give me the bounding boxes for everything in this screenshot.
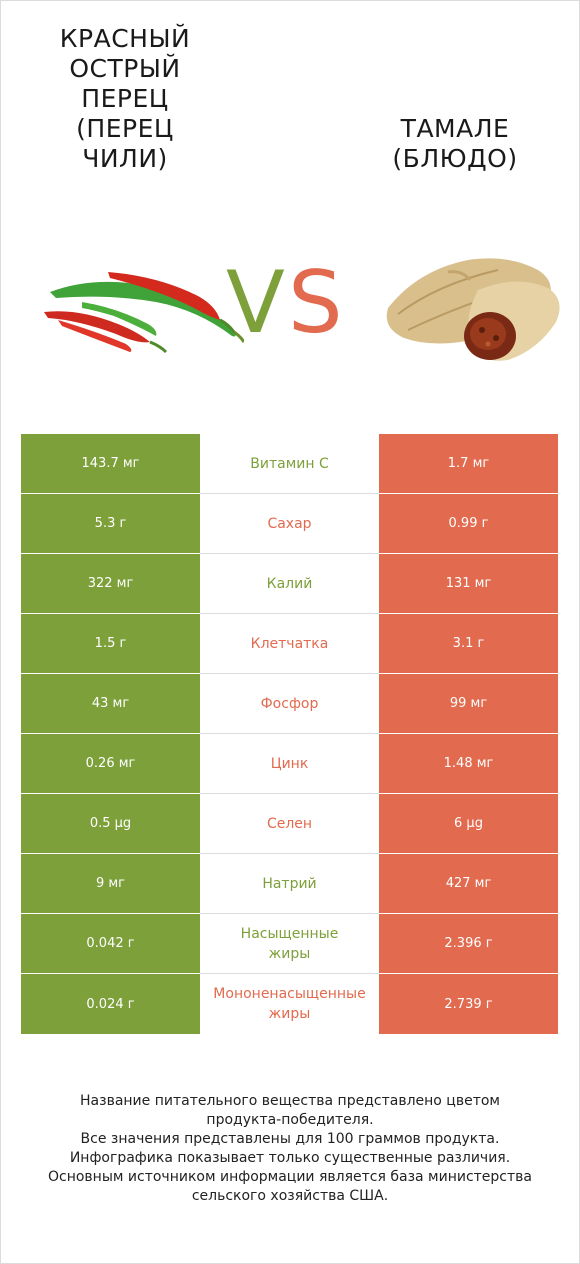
nutrient-name: Натрий [200,854,379,914]
left-value: 1.5 г [21,614,200,674]
vs-v-letter: V [226,253,285,353]
right-value: 427 мг [379,854,558,914]
table-row: 322 мг Калий 131 мг [21,554,558,614]
left-value: 0.024 г [21,974,200,1034]
footer-line: Инфографика показывает только существенн… [69,1150,511,1166]
left-value: 143.7 мг [21,434,200,494]
chili-pepper-image [44,272,244,354]
nutrient-name: Калий [200,554,379,614]
table-row: 0.024 г Мононенасыщенные жиры 2.739 г [21,974,558,1034]
footer-notes: Название питательного вещества представл… [20,1092,560,1206]
nutrient-name: Насыщенные жиры [200,914,379,974]
left-value: 0.5 µg [21,794,200,854]
footer-line: сельского хозяйства США. [191,1188,389,1204]
table-row: 0.26 мг Цинк 1.48 мг [21,734,558,794]
nutrient-name: Фосфор [200,674,379,734]
nutrient-name: Селен [200,794,379,854]
nutrient-name: Мононенасыщенные жиры [200,974,379,1034]
table-row: 0.5 µg Селен 6 µg [21,794,558,854]
nutrient-name: Цинк [200,734,379,794]
right-value: 0.99 г [379,494,558,554]
right-value: 3.1 г [379,614,558,674]
right-value: 99 мг [379,674,558,734]
left-value: 322 мг [21,554,200,614]
footer-line: Основным источником информации является … [48,1169,532,1185]
table-row: 1.5 г Клетчатка 3.1 г [21,614,558,674]
food-right-title: ТАМАЛЕ (БЛЮДО) [392,114,518,173]
left-value: 0.042 г [21,914,200,974]
footer-line: Название питательного вещества представл… [80,1093,500,1109]
right-value: 2.396 г [379,914,558,974]
nutrient-name: Сахар [200,494,379,554]
table-row: 9 мг Натрий 427 мг [21,854,558,914]
right-value: 1.48 мг [379,734,558,794]
right-value: 2.739 г [379,974,558,1034]
food-left-title: КРАСНЫЙ ОСТРЫЙ ПЕРЕЦ (ПЕРЕЦ ЧИЛИ) [59,24,191,173]
right-value: 1.7 мг [379,434,558,494]
left-value: 0.26 мг [21,734,200,794]
table-row: 143.7 мг Витамин C 1.7 мг [21,434,558,494]
tamale-image [386,258,560,361]
vs-s-letter: S [288,253,343,353]
nutrient-name: Витамин C [200,434,379,494]
nutrient-name: Клетчатка [200,614,379,674]
right-value: 131 мг [379,554,558,614]
right-value: 6 µg [379,794,558,854]
left-value: 5.3 г [21,494,200,554]
footer-line: продукта-победителя. [206,1112,374,1128]
table-row: 43 мг Фосфор 99 мг [21,674,558,734]
table-row: 0.042 г Насыщенные жиры 2.396 г [21,914,558,974]
left-value: 9 мг [21,854,200,914]
vs-label: V S [222,258,352,348]
table-row: 5.3 г Сахар 0.99 г [21,494,558,554]
left-value: 43 мг [21,674,200,734]
footer-line: Все значения представлены для 100 граммо… [80,1131,500,1147]
